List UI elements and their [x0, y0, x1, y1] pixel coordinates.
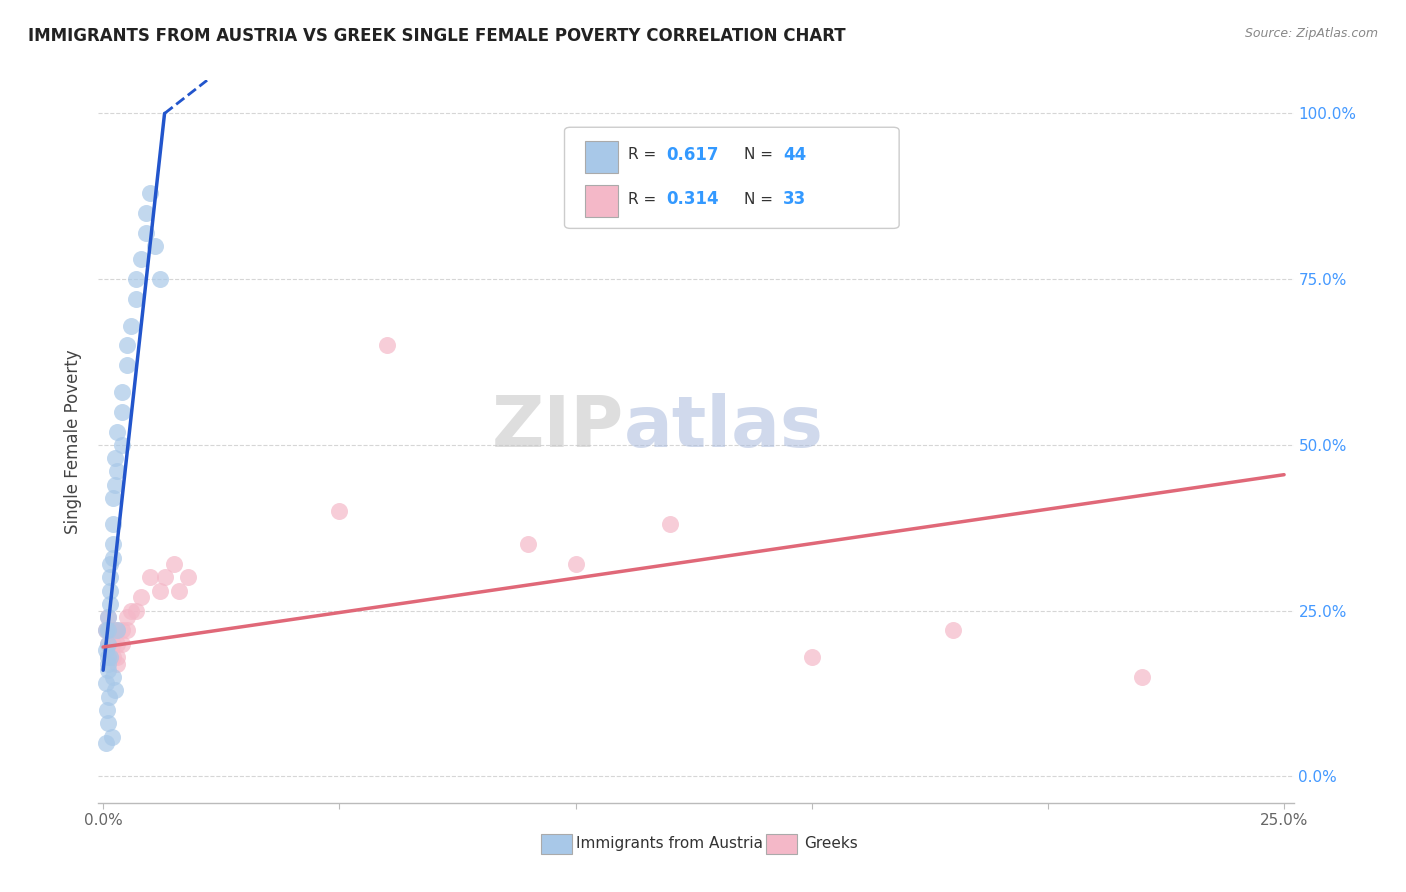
Point: [97, 663, 120, 677]
Point: [100, 730, 122, 744]
Point: [115, 338, 138, 352]
Point: [125, 292, 148, 306]
Point: [153, 570, 176, 584]
Text: 44: 44: [783, 146, 807, 164]
Point: [177, 570, 200, 584]
Point: [139, 186, 162, 200]
Point: [98, 624, 121, 638]
Text: atlas: atlas: [624, 392, 824, 461]
Point: [163, 557, 186, 571]
Point: [105, 624, 128, 638]
Point: [98, 650, 121, 665]
Text: IMMIGRANTS FROM AUSTRIA VS GREEK SINGLE FEMALE POVERTY CORRELATION CHART: IMMIGRANTS FROM AUSTRIA VS GREEK SINGLE …: [28, 27, 846, 45]
Point: [111, 637, 134, 651]
Point: [94, 624, 117, 638]
Point: [659, 517, 682, 532]
Text: Greeks: Greeks: [804, 837, 858, 851]
Text: ZIP: ZIP: [492, 392, 624, 461]
Text: 0.314: 0.314: [666, 190, 718, 208]
Point: [105, 464, 128, 478]
Point: [135, 206, 157, 220]
Point: [96, 703, 118, 717]
Point: [105, 650, 128, 665]
Point: [97, 657, 120, 671]
Point: [97, 637, 120, 651]
FancyBboxPatch shape: [585, 141, 619, 173]
FancyBboxPatch shape: [565, 128, 900, 228]
Point: [94, 643, 117, 657]
Point: [111, 438, 134, 452]
Point: [97, 624, 120, 638]
Point: [98, 557, 121, 571]
Point: [111, 624, 134, 638]
Point: [111, 405, 134, 419]
Point: [101, 670, 124, 684]
Point: [111, 384, 134, 399]
Point: [98, 650, 121, 665]
Point: [105, 624, 128, 638]
FancyBboxPatch shape: [585, 185, 619, 217]
Point: [129, 591, 152, 605]
Point: [149, 583, 172, 598]
Point: [328, 504, 350, 518]
Point: [101, 637, 124, 651]
Text: 33: 33: [783, 190, 807, 208]
Point: [149, 272, 172, 286]
Point: [115, 624, 138, 638]
Point: [101, 491, 124, 505]
Point: [942, 624, 965, 638]
Point: [105, 637, 128, 651]
Point: [129, 252, 152, 267]
Point: [101, 537, 124, 551]
Point: [125, 272, 148, 286]
Point: [104, 477, 127, 491]
Point: [98, 583, 121, 598]
Text: Source: ZipAtlas.com: Source: ZipAtlas.com: [1244, 27, 1378, 40]
Point: [94, 676, 117, 690]
Point: [517, 537, 540, 551]
Point: [1130, 670, 1153, 684]
Text: N =: N =: [744, 147, 778, 162]
Point: [167, 583, 190, 598]
Text: Immigrants from Austria: Immigrants from Austria: [576, 837, 763, 851]
Point: [94, 624, 117, 638]
Point: [97, 716, 120, 731]
Point: [98, 570, 121, 584]
Point: [125, 603, 148, 617]
Text: N =: N =: [744, 192, 778, 207]
Point: [94, 736, 117, 750]
Point: [101, 624, 124, 638]
Point: [564, 557, 586, 571]
Point: [97, 610, 120, 624]
Point: [139, 570, 162, 584]
Point: [101, 550, 124, 565]
Point: [135, 226, 157, 240]
Point: [105, 657, 128, 671]
Text: R =: R =: [628, 147, 661, 162]
Point: [101, 517, 124, 532]
Point: [104, 451, 127, 466]
Text: 0.617: 0.617: [666, 146, 718, 164]
Point: [104, 683, 127, 698]
Point: [800, 650, 823, 665]
Point: [97, 650, 120, 665]
Point: [121, 603, 143, 617]
Point: [97, 637, 120, 651]
Y-axis label: Single Female Poverty: Single Female Poverty: [65, 350, 83, 533]
Point: [115, 610, 138, 624]
Point: [97, 610, 120, 624]
Point: [98, 597, 121, 611]
Point: [97, 690, 120, 704]
Point: [375, 338, 398, 352]
Point: [143, 239, 166, 253]
Point: [115, 359, 138, 373]
Point: [101, 650, 124, 665]
Point: [105, 425, 128, 439]
Point: [121, 318, 143, 333]
Text: R =: R =: [628, 192, 661, 207]
